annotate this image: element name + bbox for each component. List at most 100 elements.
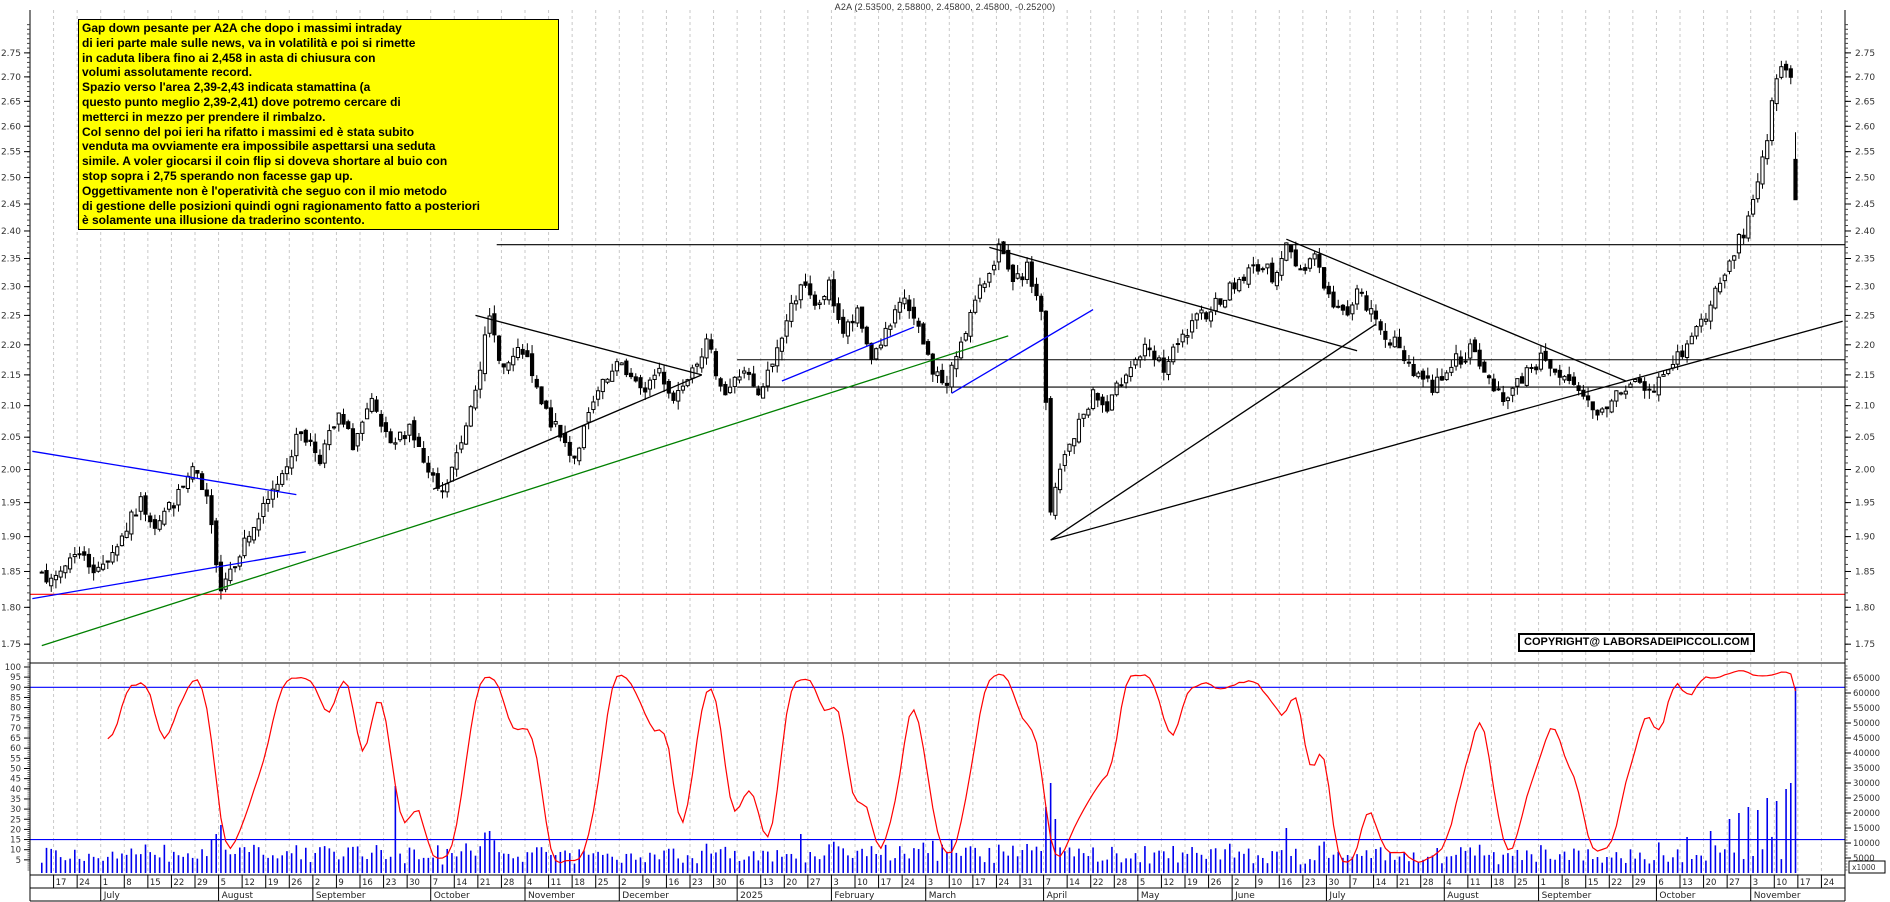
svg-text:19: 19 bbox=[1187, 878, 1198, 888]
svg-text:x1000: x1000 bbox=[1852, 863, 1876, 872]
svg-text:90: 90 bbox=[10, 683, 21, 693]
svg-text:October: October bbox=[434, 891, 470, 901]
annotation-line: Oggettivamente non è l'operatività che s… bbox=[82, 183, 447, 198]
svg-text:45: 45 bbox=[10, 775, 21, 785]
svg-text:3: 3 bbox=[1753, 878, 1758, 888]
svg-text:16: 16 bbox=[1281, 878, 1292, 888]
svg-text:19: 19 bbox=[268, 878, 279, 888]
svg-text:65: 65 bbox=[10, 734, 21, 744]
svg-text:7: 7 bbox=[433, 878, 438, 888]
svg-text:14: 14 bbox=[1069, 878, 1080, 888]
svg-text:26: 26 bbox=[291, 878, 302, 888]
svg-text:50: 50 bbox=[10, 765, 21, 775]
svg-text:3: 3 bbox=[833, 878, 838, 888]
svg-text:55000: 55000 bbox=[1853, 704, 1880, 714]
svg-text:20: 20 bbox=[1706, 878, 1717, 888]
svg-text:28: 28 bbox=[1116, 878, 1127, 888]
svg-text:2: 2 bbox=[1234, 878, 1239, 888]
svg-text:85: 85 bbox=[10, 693, 21, 703]
svg-text:9: 9 bbox=[1258, 878, 1263, 888]
candlesticks bbox=[39, 60, 1798, 600]
svg-text:2.10: 2.10 bbox=[1, 402, 21, 412]
svg-text:24: 24 bbox=[79, 878, 90, 888]
svg-text:10: 10 bbox=[10, 846, 21, 856]
annotation-line: in caduta libera fino ai 2,458 in asta d… bbox=[82, 50, 376, 65]
annotation-box: Gap down pesante per A2A che dopo i mass… bbox=[78, 19, 559, 231]
svg-text:13: 13 bbox=[763, 878, 774, 888]
annotation-line: questo punto meglio 2,39-2,41) dove potr… bbox=[82, 94, 401, 109]
svg-text:25: 25 bbox=[10, 815, 21, 825]
svg-text:October: October bbox=[1659, 891, 1695, 901]
svg-text:August: August bbox=[1447, 891, 1479, 901]
svg-text:2.75: 2.75 bbox=[1855, 49, 1875, 59]
svg-text:14: 14 bbox=[1376, 878, 1387, 888]
svg-text:1.95: 1.95 bbox=[1, 499, 21, 509]
svg-text:80: 80 bbox=[10, 704, 21, 714]
svg-text:July: July bbox=[1328, 891, 1346, 901]
svg-text:November: November bbox=[1754, 891, 1801, 901]
support-resistance-levels bbox=[30, 244, 1845, 595]
svg-text:14: 14 bbox=[456, 878, 467, 888]
svg-text:20: 20 bbox=[786, 878, 797, 888]
svg-text:1.75: 1.75 bbox=[1, 640, 21, 650]
annotation-line: simile. A voler giocarsi il coin flip si… bbox=[82, 154, 448, 169]
svg-text:20: 20 bbox=[10, 825, 21, 835]
svg-text:15: 15 bbox=[150, 878, 161, 888]
svg-text:2.60: 2.60 bbox=[1855, 122, 1875, 132]
trendlines bbox=[32, 238, 1843, 647]
svg-text:13: 13 bbox=[1682, 878, 1693, 888]
svg-text:November: November bbox=[528, 891, 575, 901]
svg-text:February: February bbox=[834, 891, 875, 901]
svg-text:29: 29 bbox=[197, 878, 208, 888]
svg-text:September: September bbox=[1542, 891, 1592, 901]
svg-text:24: 24 bbox=[904, 878, 915, 888]
svg-text:24: 24 bbox=[998, 878, 1009, 888]
svg-text:30: 30 bbox=[1328, 878, 1339, 888]
svg-text:9: 9 bbox=[645, 878, 650, 888]
svg-text:5: 5 bbox=[221, 878, 226, 888]
svg-text:16: 16 bbox=[668, 878, 679, 888]
svg-text:1.90: 1.90 bbox=[1, 533, 21, 543]
svg-text:2.30: 2.30 bbox=[1, 283, 21, 293]
svg-text:100: 100 bbox=[5, 663, 21, 673]
svg-text:2.35: 2.35 bbox=[1855, 255, 1875, 265]
svg-text:1.80: 1.80 bbox=[1, 603, 21, 613]
svg-text:1.85: 1.85 bbox=[1, 567, 21, 577]
annotation-line: Spazio verso l'area 2,39-2,43 indicata s… bbox=[82, 80, 371, 95]
annotation-line: è solamente una illusione da traderino s… bbox=[82, 213, 365, 228]
svg-text:2.45: 2.45 bbox=[1855, 200, 1875, 210]
svg-text:10: 10 bbox=[1776, 878, 1787, 888]
svg-text:26: 26 bbox=[1211, 878, 1222, 888]
svg-text:17: 17 bbox=[1800, 878, 1811, 888]
svg-text:23: 23 bbox=[386, 878, 397, 888]
svg-text:9: 9 bbox=[338, 878, 343, 888]
svg-text:29: 29 bbox=[1635, 878, 1646, 888]
svg-text:23: 23 bbox=[692, 878, 703, 888]
svg-text:2.05: 2.05 bbox=[1, 433, 21, 443]
svg-text:2.55: 2.55 bbox=[1, 148, 21, 158]
svg-text:5000: 5000 bbox=[1853, 854, 1875, 864]
annotation-line: di ieri parte male sulle news, va in vol… bbox=[82, 35, 416, 50]
price-axis: 2.75 2.75 2.70 2.70 2.65 2.65 2.60 2.60 2.55 2.55… bbox=[1, 24, 1875, 660]
svg-text:1.75: 1.75 bbox=[1855, 640, 1875, 650]
svg-text:2.65: 2.65 bbox=[1, 97, 21, 107]
svg-text:45000: 45000 bbox=[1853, 734, 1880, 744]
svg-text:2.30: 2.30 bbox=[1855, 283, 1875, 293]
svg-text:2.50: 2.50 bbox=[1, 174, 21, 184]
svg-text:2025: 2025 bbox=[740, 891, 763, 901]
svg-text:27: 27 bbox=[810, 878, 821, 888]
svg-text:7: 7 bbox=[1046, 878, 1051, 888]
svg-text:28: 28 bbox=[503, 878, 514, 888]
svg-text:27: 27 bbox=[1729, 878, 1740, 888]
svg-text:4: 4 bbox=[1446, 878, 1451, 888]
svg-text:23: 23 bbox=[1305, 878, 1316, 888]
svg-text:60: 60 bbox=[10, 744, 21, 754]
annotation-line: metterci in mezzo per prendere il rimbal… bbox=[82, 109, 326, 124]
svg-text:March: March bbox=[929, 891, 956, 901]
annotation-line: venduta ma ovviamente era impossibile as… bbox=[82, 139, 436, 154]
svg-text:2.20: 2.20 bbox=[1, 341, 21, 351]
svg-text:18: 18 bbox=[574, 878, 585, 888]
